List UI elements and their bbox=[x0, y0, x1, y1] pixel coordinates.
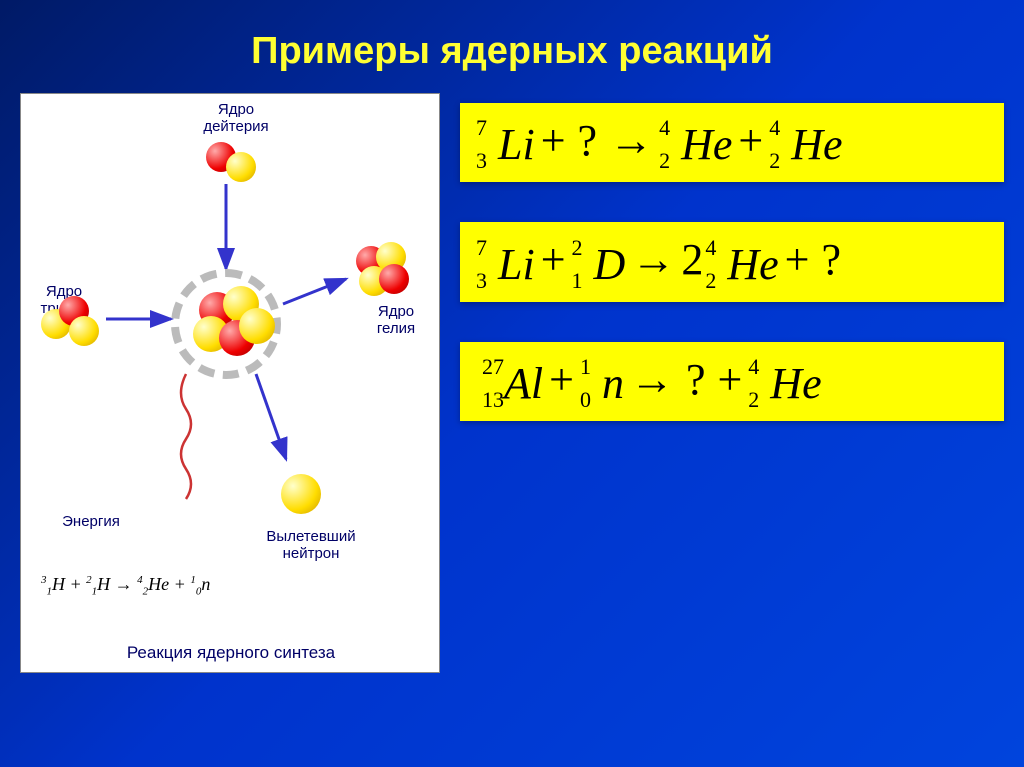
neutron bbox=[69, 316, 99, 346]
mass-number: 4 bbox=[769, 115, 780, 141]
fusion-diagram: Ядродейтерия Ядротрития Ядрогелия Энерги… bbox=[20, 93, 440, 673]
isotope-Al: 27 13 Al bbox=[504, 358, 543, 409]
plus-op: + bbox=[785, 235, 810, 284]
element-symbol: D bbox=[594, 240, 626, 289]
mass-number: 27 bbox=[482, 354, 504, 380]
element-symbol: He bbox=[681, 120, 732, 169]
atomic-number: 2 bbox=[705, 268, 716, 294]
equation-2: 7 3 Li + 2 1 D →2 4 2 He +? bbox=[460, 222, 1004, 301]
plus-op: + bbox=[541, 116, 566, 165]
plus-op: + bbox=[738, 116, 763, 165]
mass-number: 4 bbox=[748, 354, 759, 380]
arrow-op: → bbox=[631, 235, 675, 284]
mass-number: 4 bbox=[659, 115, 670, 141]
mass-number: 7 bbox=[476, 115, 487, 141]
element-symbol: Li bbox=[498, 240, 535, 289]
atomic-number: 3 bbox=[476, 148, 487, 174]
isotope-He: 4 2 He bbox=[770, 358, 821, 409]
neutron bbox=[281, 474, 321, 514]
fusion-equation: 31H + 21H → 42He + 10n bbox=[41, 574, 210, 598]
arrow-op: → bbox=[609, 116, 653, 165]
unknown-term: ? bbox=[821, 235, 841, 284]
plus-op: + bbox=[717, 355, 742, 404]
content-row: Ядродейтерия Ядротрития Ядрогелия Энерги… bbox=[0, 93, 1024, 673]
element-symbol: He bbox=[727, 240, 778, 289]
isotope-D: 2 1 D bbox=[594, 239, 626, 290]
element-symbol: Al bbox=[504, 359, 543, 408]
element-symbol: n bbox=[602, 359, 624, 408]
proton bbox=[379, 264, 409, 294]
atomic-number: 3 bbox=[476, 268, 487, 294]
unknown-term: ? bbox=[686, 355, 706, 404]
mass-number: 4 bbox=[705, 235, 716, 261]
equation-3: 27 13 Al + 1 0 n →?+ 4 2 He bbox=[460, 342, 1004, 421]
atomic-number: 0 bbox=[580, 387, 591, 413]
isotope-Li: 7 3 Li bbox=[498, 119, 535, 170]
neutron bbox=[239, 308, 275, 344]
mass-number: 1 bbox=[580, 354, 591, 380]
neutron bbox=[226, 152, 256, 182]
plus-op: + bbox=[541, 235, 566, 284]
atomic-number: 2 bbox=[659, 148, 670, 174]
mass-number: 7 bbox=[476, 235, 487, 261]
isotope-He: 4 2 He bbox=[727, 239, 778, 290]
isotope-He: 4 2 He bbox=[791, 119, 842, 170]
element-symbol: He bbox=[791, 120, 842, 169]
isotope-n: 1 0 n bbox=[602, 358, 624, 409]
atomic-number: 2 bbox=[769, 148, 780, 174]
element-symbol: He bbox=[770, 359, 821, 408]
arrow-op: → bbox=[630, 355, 674, 404]
mass-number: 2 bbox=[572, 235, 583, 261]
element-symbol: Li bbox=[498, 120, 535, 169]
atomic-number: 1 bbox=[572, 268, 583, 294]
equations-column: 7 3 Li +?→ 4 2 He + 4 2 He 7 3 Li + 2 1 … bbox=[460, 93, 1004, 673]
equation-1: 7 3 Li +?→ 4 2 He + 4 2 He bbox=[460, 103, 1004, 182]
atomic-number: 2 bbox=[748, 387, 759, 413]
coefficient: 2 bbox=[681, 235, 703, 284]
isotope-He: 4 2 He bbox=[681, 119, 732, 170]
atomic-number: 13 bbox=[482, 387, 504, 413]
unknown-term: ? bbox=[578, 116, 598, 165]
slide-title: Примеры ядерных реакций bbox=[0, 0, 1024, 93]
isotope-Li: 7 3 Li bbox=[498, 239, 535, 290]
plus-op: + bbox=[549, 355, 574, 404]
